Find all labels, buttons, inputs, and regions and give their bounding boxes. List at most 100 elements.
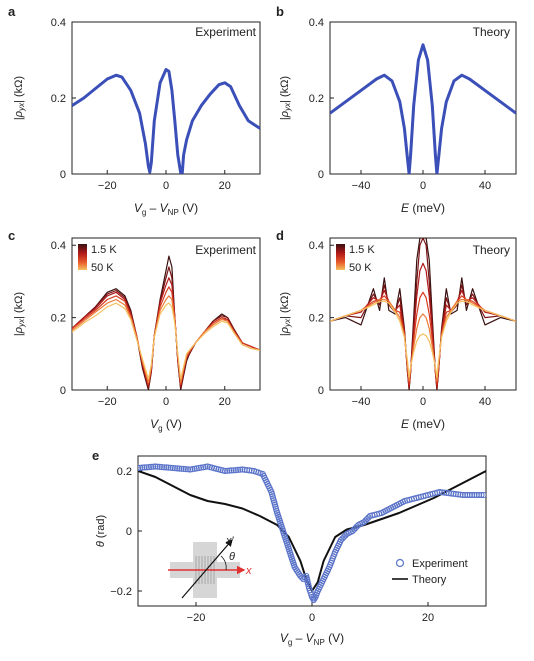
y-axis-label-a: |ρyx| (kΩ) (13, 76, 26, 120)
x-axis-label-b: E (meV) (401, 201, 445, 215)
svg-text:|ρyx| (kΩ): |ρyx| (kΩ) (279, 292, 292, 336)
inset-sketch: x′ θ x (168, 535, 252, 599)
series-line-c-4 (72, 295, 260, 384)
svg-text:|ρyx| (kΩ): |ρyx| (kΩ) (13, 76, 26, 120)
experiment-point (158, 464, 165, 471)
series-line-c-3 (72, 286, 260, 386)
experiment-point (198, 464, 205, 471)
x-tick-label-a-1: 0 (163, 180, 169, 192)
series-line-d-0 (330, 238, 516, 390)
inset-theta-arc (220, 555, 227, 571)
y-tick-label-e-2: 0.2 (117, 466, 132, 478)
svg-text:|ρyx| (kΩ): |ρyx| (kΩ) (13, 292, 26, 336)
legend-entry-cold-c: 1.5 K (91, 244, 117, 256)
legend-gradient-c (78, 244, 87, 270)
experiment-point (237, 466, 244, 473)
experiment-point (171, 465, 179, 472)
x-tick-label-e-1: 0 (309, 612, 315, 624)
experiment-point (174, 465, 181, 472)
experiment-point (228, 467, 235, 474)
legend-entry-experiment-e: Experiment (412, 558, 468, 570)
series-line-d-2 (330, 262, 516, 388)
series-line-d-5 (330, 300, 516, 378)
plot-frame-a (71, 21, 261, 175)
experiment-point (180, 465, 187, 472)
experiment-point (169, 464, 176, 472)
experiment-point (466, 491, 473, 499)
experiment-point (469, 491, 476, 499)
y-tick-label-e-1: 0 (126, 526, 132, 538)
experiment-point (230, 467, 237, 474)
panel-label-d: d (276, 228, 284, 243)
experiment-point (455, 491, 462, 498)
panel-e: e θ (rad) Vg – VNP (V) x′ θ x Experiment (92, 448, 487, 647)
series-line-c-5 (72, 302, 260, 380)
series-line-c-1 (72, 266, 260, 389)
experiment-point (459, 491, 466, 499)
y-tick-label-d-0: 0 (318, 385, 324, 397)
experiment-point (478, 491, 485, 499)
experiment-point (143, 464, 150, 471)
y-tick-label-e-0: −0.2 (110, 586, 132, 598)
panel-label-a: a (8, 4, 16, 19)
x-tick-label-b-1: 0 (420, 180, 426, 192)
x-tick-label-b-2: 40 (479, 180, 491, 192)
y-tick-label-a-2: 0.4 (51, 17, 66, 29)
x-tick-label-d-2: 40 (479, 396, 491, 408)
y-tick-label-b-0: 0 (318, 169, 324, 181)
inset-label-theta: θ (229, 551, 235, 563)
experiment-point (246, 467, 253, 474)
tag-a: Experiment (195, 25, 256, 39)
y-tick-label-b-2: 0.4 (309, 17, 324, 29)
experiment-point (448, 490, 455, 497)
experiment-point (202, 463, 209, 470)
panel-d: d Theory |ρyx| (kΩ) E (meV) 1.5 K 50 K −… (276, 228, 517, 431)
x-tick-label-b-0: −40 (352, 180, 371, 192)
experiment-point (187, 466, 194, 473)
y-axis-label-e: θ (rad) (95, 515, 107, 547)
panel-label-c: c (8, 228, 15, 243)
x-tick-label-a-2: 20 (219, 180, 231, 192)
experiment-point (182, 466, 189, 473)
experiment-point (462, 491, 469, 499)
legend-gradient-d (336, 244, 345, 270)
tag-d: Theory (473, 243, 510, 257)
experiment-point (224, 467, 231, 474)
series-line-a (72, 68, 260, 174)
y-tick-label-d-1: 0.2 (309, 313, 324, 325)
panel-label-e: e (92, 448, 99, 463)
legend-marker-experiment-e (395, 558, 405, 568)
experiment-point (161, 464, 168, 471)
experiment-point (163, 464, 170, 471)
experiment-point (178, 465, 185, 472)
experiment-point (152, 463, 159, 470)
y-tick-label-c-1: 0.2 (51, 313, 66, 325)
series-line-c-2 (72, 277, 260, 387)
inset-label-x-prime: x′ (225, 535, 235, 547)
x-axis-label-a: Vg – VNP (V) (134, 201, 198, 217)
legend-entry-theory-e: Theory (412, 574, 447, 586)
experiment-point (221, 467, 229, 475)
x-tick-label-e-0: −20 (187, 612, 206, 624)
panel-b: b Theory |ρyx| (kΩ) E (meV) −40 0 40 0 0.2 0.… (276, 4, 517, 215)
experiment-point (138, 464, 142, 472)
svg-text:|ρyx| (kΩ): |ρyx| (kΩ) (279, 76, 292, 120)
y-tick-label-c-2: 0.4 (51, 240, 66, 252)
panel-a: a Experiment |ρyx| (kΩ) Vg – VNP (V) −20… (8, 4, 261, 217)
x-axis-label-c: Vg (V) (150, 417, 182, 433)
experiment-point (167, 464, 174, 471)
experiment-point (184, 466, 192, 473)
experiment-point (139, 464, 146, 471)
y-tick-label-a-0: 0 (60, 169, 66, 181)
inset-label-x: x (245, 565, 252, 577)
experiment-point (189, 466, 196, 473)
experiment-point (165, 464, 172, 471)
experiment-point (156, 463, 163, 470)
experiment-point (235, 466, 242, 473)
experiment-point (473, 491, 480, 499)
experiment-point (232, 467, 239, 474)
experiment-point (138, 464, 144, 471)
experiment-point (193, 465, 200, 472)
series-line-c-0 (72, 255, 260, 390)
x-tick-label-c-1: 0 (163, 396, 169, 408)
